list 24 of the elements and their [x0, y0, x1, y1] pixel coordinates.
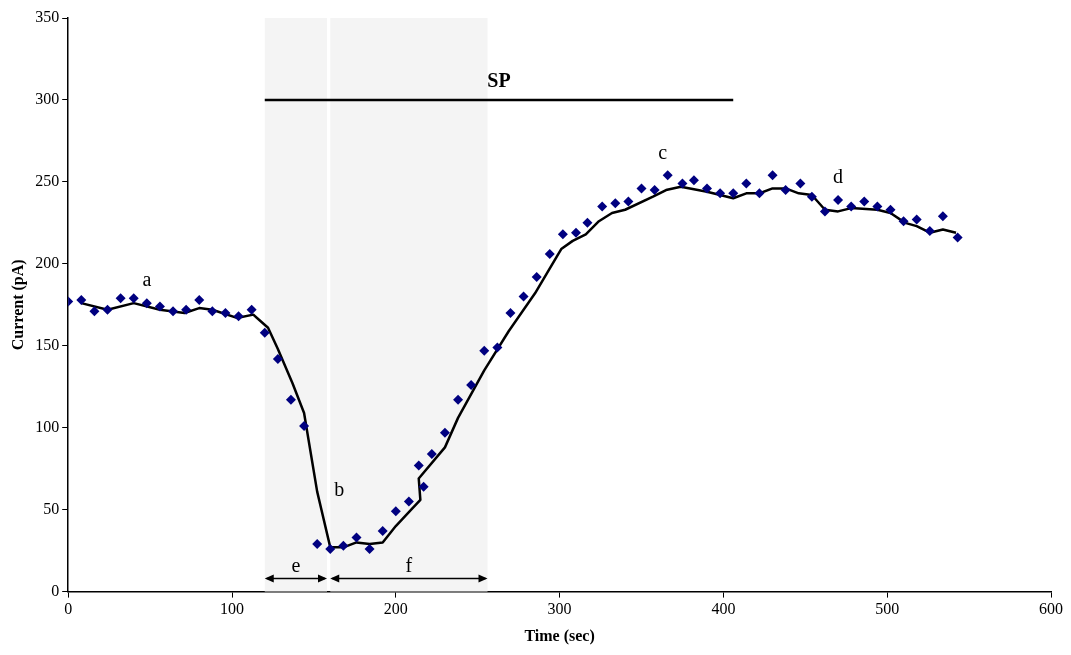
y-tick-label: 250	[35, 172, 60, 190]
annotation: b	[334, 478, 345, 501]
x-tick-label: 200	[383, 600, 408, 618]
y-tick-label: 100	[35, 417, 60, 435]
annotation: SP	[487, 69, 511, 92]
y-tick-label: 50	[43, 499, 60, 517]
y-axis-title: Current (pA)	[8, 259, 27, 351]
x-tick-label: 500	[875, 600, 900, 618]
y-tick-label: 350	[35, 8, 60, 26]
x-tick-label: 0	[64, 600, 73, 618]
annotation: a	[142, 268, 152, 291]
annotation: c	[658, 140, 668, 163]
band-label: e	[291, 553, 301, 576]
band-label: f	[405, 553, 413, 576]
y-tick-label: 200	[35, 254, 60, 272]
x-tick-label: 300	[547, 600, 572, 618]
y-tick-label: 300	[35, 90, 60, 108]
x-axis-title: Time (sec)	[524, 626, 595, 645]
y-tick-label: 150	[35, 335, 60, 353]
y-tick-label: 0	[51, 581, 60, 599]
x-tick-label: 600	[1039, 600, 1063, 618]
x-tick-label: 100	[220, 600, 244, 618]
x-tick-label: 400	[711, 600, 736, 618]
annotation: d	[833, 165, 844, 188]
